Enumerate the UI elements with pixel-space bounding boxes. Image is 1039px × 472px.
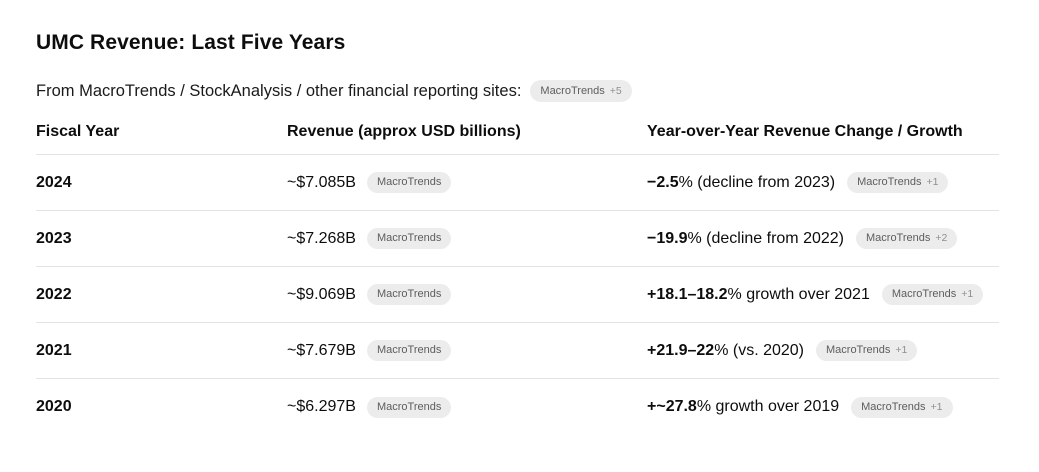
citation-badge[interactable]: MacroTrends +1	[847, 172, 949, 194]
revenue-value: ~$7.679B	[287, 341, 356, 359]
change-value-rest: % (vs. 2020)	[714, 341, 804, 359]
change-value-bold: −19.9	[647, 229, 688, 247]
citation-badge[interactable]: MacroTrends +2	[856, 228, 958, 250]
table-row: 2020 ~$6.297B MacroTrends +~27.8% growth…	[36, 379, 999, 435]
table-row: 2023 ~$7.268B MacroTrends −19.9% (declin…	[36, 211, 999, 268]
change-value-bold: +18.1–18.2	[647, 285, 728, 303]
table-row: 2022 ~$9.069B MacroTrends +18.1–18.2% gr…	[36, 267, 999, 324]
revenue-value: ~$6.297B	[287, 398, 356, 416]
subtitle-row: From MacroTrends / StockAnalysis / other…	[36, 79, 999, 103]
citation-badge[interactable]: MacroTrends	[366, 340, 452, 362]
change-value: −19.9% (decline from 2022)	[647, 230, 844, 248]
citation-badge[interactable]: MacroTrends	[366, 396, 452, 418]
fiscal-year-cell: 2022	[36, 285, 72, 303]
change-value-rest: % growth over 2021	[727, 285, 870, 303]
change-value-rest: % (decline from 2023)	[678, 173, 836, 191]
change-value-rest: % growth over 2019	[696, 398, 840, 416]
citation-source-label: MacroTrends	[540, 84, 605, 97]
citation-source-label: MacroTrends	[866, 232, 931, 245]
revenue-cell: ~$7.268B MacroTrends	[287, 228, 647, 250]
answer-container: UMC Revenue: Last Five Years From MacroT…	[36, 31, 999, 435]
citation-count: +5	[609, 84, 622, 97]
citation-source-label: MacroTrends	[376, 344, 442, 357]
citation-badge[interactable]: MacroTrends +1	[881, 284, 984, 306]
change-cell: +21.9–22% (vs. 2020) MacroTrends +1	[647, 340, 999, 362]
change-cell: +~27.8% growth over 2019 MacroTrends +1	[647, 396, 999, 418]
citation-badge[interactable]: MacroTrends +1	[851, 396, 953, 418]
citation-source-label: MacroTrends	[857, 176, 922, 189]
citation-badge[interactable]: MacroTrends	[366, 172, 452, 194]
change-value: +~27.8% growth over 2019	[647, 398, 839, 416]
change-value-rest: % (decline from 2022)	[687, 229, 844, 247]
change-cell: −19.9% (decline from 2022) MacroTrends +…	[647, 228, 999, 250]
column-header-fiscal-year: Fiscal Year	[36, 123, 120, 141]
change-value: +18.1–18.2% growth over 2021	[647, 286, 870, 304]
change-value-bold: +~27.8	[647, 398, 697, 416]
citation-source-label: MacroTrends	[861, 400, 926, 413]
change-cell: −2.5% (decline from 2023) MacroTrends +1	[647, 172, 999, 194]
column-header-change: Year-over-Year Revenue Change / Growth	[647, 123, 963, 141]
citation-source-label: MacroTrends	[826, 344, 891, 357]
change-cell: +18.1–18.2% growth over 2021 MacroTrends…	[647, 284, 999, 306]
citation-count: +1	[895, 344, 908, 357]
revenue-value: ~$7.268B	[287, 229, 356, 247]
revenue-cell: ~$9.069B MacroTrends	[287, 284, 647, 306]
citation-source-label: MacroTrends	[376, 288, 442, 301]
column-header-revenue: Revenue (approx USD billions)	[287, 123, 521, 141]
revenue-cell: ~$7.085B MacroTrends	[287, 172, 647, 194]
table-header-row: Fiscal Year Revenue (approx USD billions…	[36, 121, 999, 156]
change-value: −2.5% (decline from 2023)	[647, 174, 835, 192]
citation-source-label: MacroTrends	[376, 400, 442, 413]
citation-source-label: MacroTrends	[376, 176, 442, 189]
revenue-table: Fiscal Year Revenue (approx USD billions…	[36, 121, 999, 435]
fiscal-year-cell: 2024	[36, 173, 72, 191]
citation-count: +1	[930, 400, 943, 413]
subtitle-text: From MacroTrends / StockAnalysis / other…	[36, 82, 522, 101]
revenue-cell: ~$7.679B MacroTrends	[287, 340, 647, 362]
table-row: 2021 ~$7.679B MacroTrends +21.9–22% (vs.…	[36, 323, 999, 380]
citation-count: +2	[935, 232, 948, 245]
revenue-cell: ~$6.297B MacroTrends	[287, 396, 647, 418]
fiscal-year-cell: 2021	[36, 341, 72, 359]
revenue-value: ~$9.069B	[287, 285, 356, 303]
change-value-bold: +21.9–22	[647, 341, 715, 359]
citation-source-label: MacroTrends	[891, 288, 957, 301]
revenue-value: ~$7.085B	[287, 173, 356, 191]
page-title: UMC Revenue: Last Five Years	[36, 31, 346, 54]
table-row: 2024 ~$7.085B MacroTrends −2.5% (decline…	[36, 155, 999, 212]
citation-count: +1	[926, 176, 939, 189]
citation-badge[interactable]: MacroTrends	[366, 228, 452, 250]
fiscal-year-cell: 2023	[36, 229, 72, 247]
citation-count: +1	[961, 288, 974, 301]
citation-badge[interactable]: MacroTrends +1	[816, 340, 918, 362]
fiscal-year-cell: 2020	[36, 398, 72, 416]
change-value-bold: −2.5	[647, 173, 679, 191]
change-value: +21.9–22% (vs. 2020)	[647, 342, 804, 360]
citation-badge-sources[interactable]: MacroTrends +5	[530, 80, 632, 103]
citation-badge[interactable]: MacroTrends	[366, 284, 452, 306]
citation-source-label: MacroTrends	[376, 232, 442, 245]
